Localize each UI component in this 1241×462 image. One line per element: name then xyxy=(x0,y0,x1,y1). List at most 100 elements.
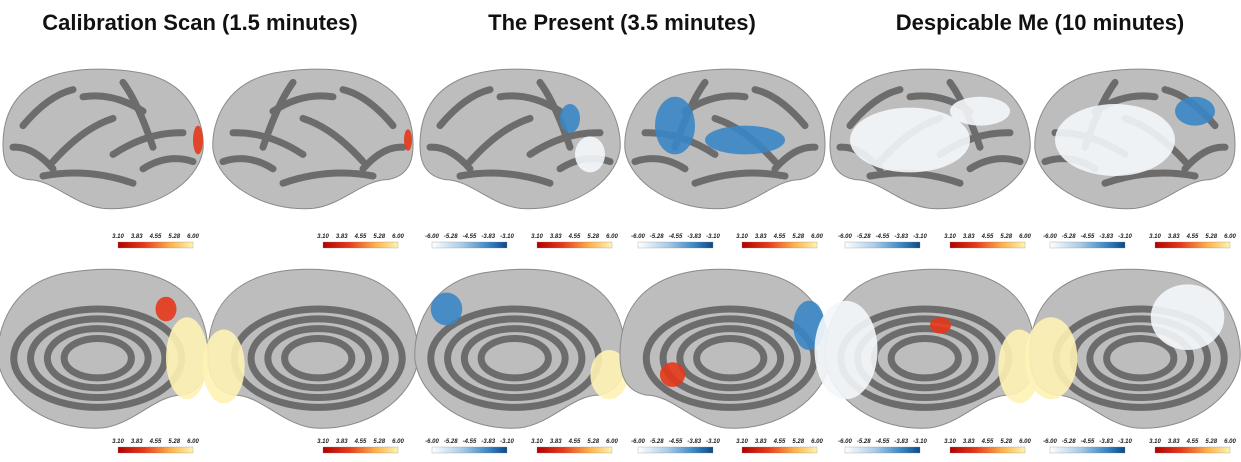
brain xyxy=(619,268,831,429)
colorbar-label: -6.00 xyxy=(425,439,439,445)
sulcus xyxy=(49,114,117,166)
colorbar-label: -4.55 xyxy=(1081,439,1095,445)
colorbar-label: 3.83 xyxy=(336,234,348,240)
sulcus xyxy=(299,114,367,166)
colorbar-label: 3.10 xyxy=(317,234,329,240)
colorbar-label: 4.55 xyxy=(149,234,162,240)
colorbar-label: 4.55 xyxy=(1186,439,1199,445)
activation xyxy=(155,296,177,322)
activation xyxy=(814,300,878,400)
brain xyxy=(414,268,629,429)
activation xyxy=(850,107,970,173)
colorbar xyxy=(637,241,714,249)
brain xyxy=(1034,68,1236,210)
activation xyxy=(1175,96,1215,126)
colorbar-label: 4.55 xyxy=(568,439,581,445)
sulcus xyxy=(43,325,152,392)
colorbar-label: -4.55 xyxy=(463,439,477,445)
panel-title: Calibration Scan (1.5 minutes) xyxy=(42,10,357,35)
colorbar-label: -5.28 xyxy=(650,439,664,445)
colorbar-label: 5.28 xyxy=(587,234,599,240)
colorbar xyxy=(117,241,194,249)
colorbar-label: -6.00 xyxy=(425,234,439,240)
sulcus xyxy=(866,169,964,187)
sulcus xyxy=(359,143,407,173)
colorbar-label: -6.00 xyxy=(838,439,852,445)
colorbar-label: -5.28 xyxy=(650,234,664,240)
brain xyxy=(624,68,826,210)
colorbar-label: 3.10 xyxy=(112,439,124,445)
sulcus xyxy=(247,315,389,402)
activation xyxy=(1150,284,1225,350)
sulcus xyxy=(1181,143,1229,173)
sulcus xyxy=(139,155,197,173)
sulcus xyxy=(966,155,1024,173)
colorbar-label: -6.00 xyxy=(1043,439,1057,445)
colorbar-label: 3.10 xyxy=(1149,439,1161,445)
sulcus xyxy=(751,86,809,130)
colorbar-label: 3.83 xyxy=(131,439,143,445)
colorbars: 3.10 3.83 4.55 5.28 6.00 3.10 3.83 4.55 5.28 6.00… xyxy=(112,234,1236,454)
colorbar-label: 5.28 xyxy=(792,234,804,240)
colorbar-label: 5.28 xyxy=(168,439,180,445)
colorbar xyxy=(844,446,921,454)
colorbar-label: 5.28 xyxy=(373,234,385,240)
colorbar-label: -3.10 xyxy=(913,439,927,445)
colorbar-label: 3.83 xyxy=(963,234,975,240)
colorbar-label: 3.83 xyxy=(1168,439,1180,445)
sulcus xyxy=(1101,169,1199,187)
colorbar-label: 6.00 xyxy=(1224,439,1236,445)
sulcus xyxy=(460,325,569,392)
colorbar-label: -3.83 xyxy=(481,234,495,240)
panel-title: Despicable Me (10 minutes) xyxy=(896,10,1185,35)
colorbar-label: -3.83 xyxy=(894,439,908,445)
colorbar-label: -3.10 xyxy=(500,234,514,240)
colorbar-label: -3.10 xyxy=(1118,234,1132,240)
sulcus xyxy=(281,335,356,382)
sulcus xyxy=(466,114,534,166)
colorbar-label: -6.00 xyxy=(838,234,852,240)
colorbar-label: -3.83 xyxy=(1099,234,1113,240)
sulcus xyxy=(259,78,297,151)
sulcus xyxy=(1086,325,1195,392)
colorbar-label: 4.55 xyxy=(1186,234,1199,240)
sulcus xyxy=(846,86,904,130)
colorbar-label: 5.28 xyxy=(792,439,804,445)
brain xyxy=(1024,268,1241,429)
brain xyxy=(829,68,1031,210)
sulcus xyxy=(771,143,819,173)
colorbar-label: -5.28 xyxy=(1062,439,1076,445)
activation xyxy=(202,329,245,404)
colorbar-label: -3.83 xyxy=(687,439,701,445)
brain xyxy=(0,268,209,429)
activation xyxy=(930,317,951,334)
colorbar-label: 3.83 xyxy=(550,234,562,240)
colorbar-label: 5.28 xyxy=(1000,439,1012,445)
colorbar-label: 4.55 xyxy=(354,439,367,445)
colorbar-label: 3.10 xyxy=(944,439,956,445)
colorbar-label: 6.00 xyxy=(606,234,618,240)
sulcus xyxy=(477,335,552,382)
colorbar-label: 6.00 xyxy=(1224,234,1236,240)
activation xyxy=(655,96,695,155)
brain-images xyxy=(0,68,1241,429)
sulcus xyxy=(436,86,494,130)
activation xyxy=(950,96,1010,126)
activation xyxy=(193,125,203,155)
sulcus xyxy=(456,169,554,187)
colorbar xyxy=(536,241,613,249)
sulcus xyxy=(119,78,157,151)
colorbar-label: 6.00 xyxy=(187,234,199,240)
colorbar-label: 3.83 xyxy=(755,234,767,240)
colorbar-label: 5.28 xyxy=(1205,234,1217,240)
colorbar xyxy=(949,241,1026,249)
colorbar-label: 6.00 xyxy=(1019,439,1031,445)
sulcus xyxy=(339,86,397,130)
activation xyxy=(404,129,412,151)
colorbar-label: 3.10 xyxy=(944,234,956,240)
colorbar-label: 6.00 xyxy=(1019,234,1031,240)
colorbar xyxy=(1154,446,1231,454)
activation xyxy=(659,362,686,387)
colorbar xyxy=(536,446,613,454)
colorbar xyxy=(1154,241,1231,249)
